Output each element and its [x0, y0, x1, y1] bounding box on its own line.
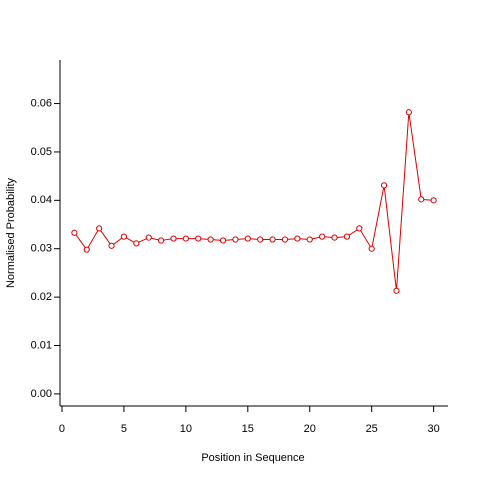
x-tick-label: 10 — [180, 423, 192, 435]
data-point — [380, 182, 388, 189]
data-point — [368, 245, 375, 252]
x-tick-label: 30 — [428, 423, 440, 435]
y-tick-label: 0.00 — [31, 388, 52, 400]
data-point — [232, 236, 239, 243]
data-point — [244, 235, 251, 242]
data-point — [356, 225, 363, 232]
x-tick-label: 5 — [121, 423, 127, 435]
data-point — [405, 109, 412, 116]
data-point — [120, 233, 128, 240]
data-point — [269, 236, 276, 243]
series-line — [73, 112, 434, 291]
data-point — [257, 236, 264, 243]
data-point — [281, 236, 289, 243]
x-tick-label: 15 — [242, 423, 254, 435]
data-point — [343, 233, 351, 240]
data-point — [182, 235, 189, 242]
data-point — [71, 229, 78, 236]
data-point — [393, 287, 400, 294]
data-point — [195, 235, 202, 242]
data-point — [145, 234, 152, 241]
data-point — [430, 197, 437, 204]
data-point — [319, 233, 326, 240]
x-tick-label: 0 — [59, 423, 65, 435]
data-point — [96, 225, 103, 232]
x-tick-label: 20 — [304, 423, 316, 435]
y-axis-label: Normalised Probability — [5, 177, 17, 288]
x-tick-label: 25 — [366, 423, 378, 435]
data-point — [108, 242, 115, 249]
data-point — [157, 237, 165, 244]
y-tick-label: 0.05 — [31, 146, 52, 158]
data-point — [170, 235, 177, 242]
data-point — [219, 237, 227, 244]
data-point — [294, 235, 301, 242]
y-tick-label: 0.03 — [31, 243, 52, 255]
y-tick-label: 0.06 — [31, 97, 52, 109]
y-tick-label: 0.04 — [31, 194, 52, 206]
data-point — [83, 246, 90, 253]
data-point — [207, 236, 214, 243]
y-tick-label: 0.01 — [31, 339, 52, 351]
data-point — [418, 196, 425, 203]
x-axis-label: Position in Sequence — [201, 452, 304, 464]
y-tick-label: 0.02 — [31, 291, 52, 303]
data-point — [133, 240, 140, 247]
data-point — [331, 234, 338, 241]
data-point — [306, 236, 313, 243]
